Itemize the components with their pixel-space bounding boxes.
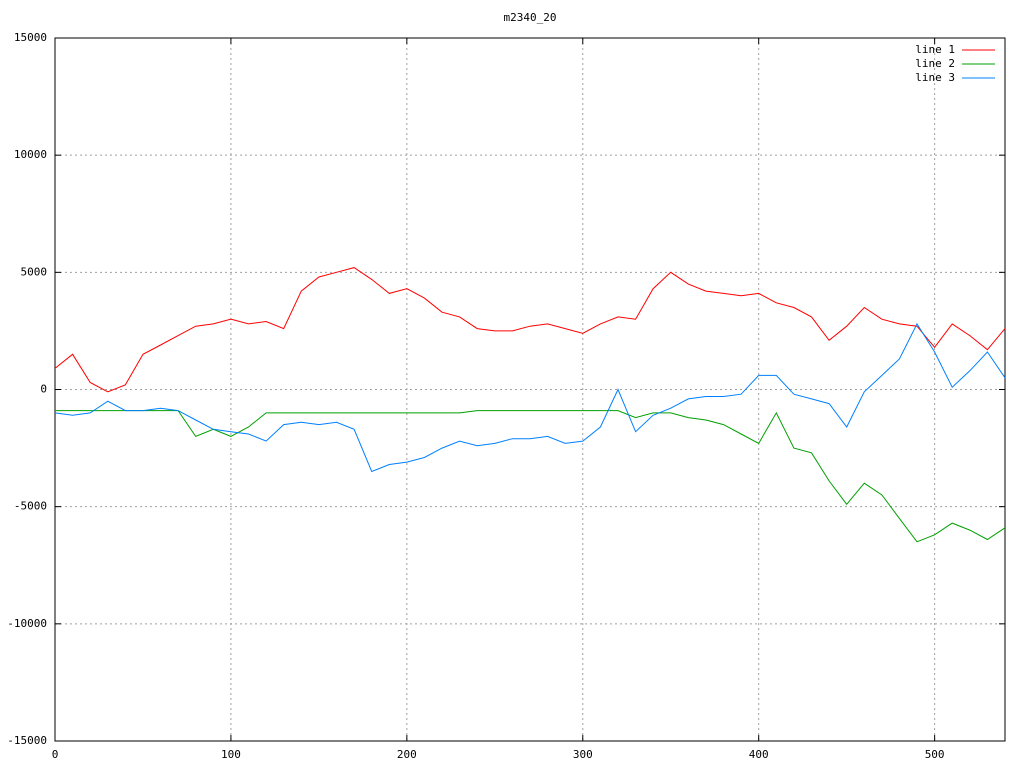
legend-label: line 1 bbox=[915, 43, 955, 56]
y-tick-label: 5000 bbox=[21, 265, 48, 278]
series-line bbox=[54, 322, 1006, 473]
y-tick-label: -5000 bbox=[14, 500, 47, 513]
y-tick-label: 10000 bbox=[14, 148, 47, 161]
y-tick-label: -10000 bbox=[7, 617, 47, 630]
x-tick-label: 200 bbox=[397, 748, 417, 761]
x-tick-label: 100 bbox=[221, 748, 241, 761]
x-tick-label: 500 bbox=[925, 748, 945, 761]
y-tick-label: -15000 bbox=[7, 734, 47, 747]
legend-label: line 3 bbox=[915, 71, 955, 84]
chart-title: m2340_20 bbox=[504, 11, 557, 24]
x-tick-label: 400 bbox=[749, 748, 769, 761]
series-line bbox=[54, 267, 1006, 393]
legend-label: line 2 bbox=[915, 57, 955, 70]
plot-border bbox=[54, 37, 1006, 742]
y-tick-label: 15000 bbox=[14, 31, 47, 44]
x-tick-label: 300 bbox=[573, 748, 593, 761]
y-tick-label: 0 bbox=[40, 383, 47, 396]
series-line bbox=[55, 410, 1006, 543]
x-tick-label: 0 bbox=[52, 748, 59, 761]
